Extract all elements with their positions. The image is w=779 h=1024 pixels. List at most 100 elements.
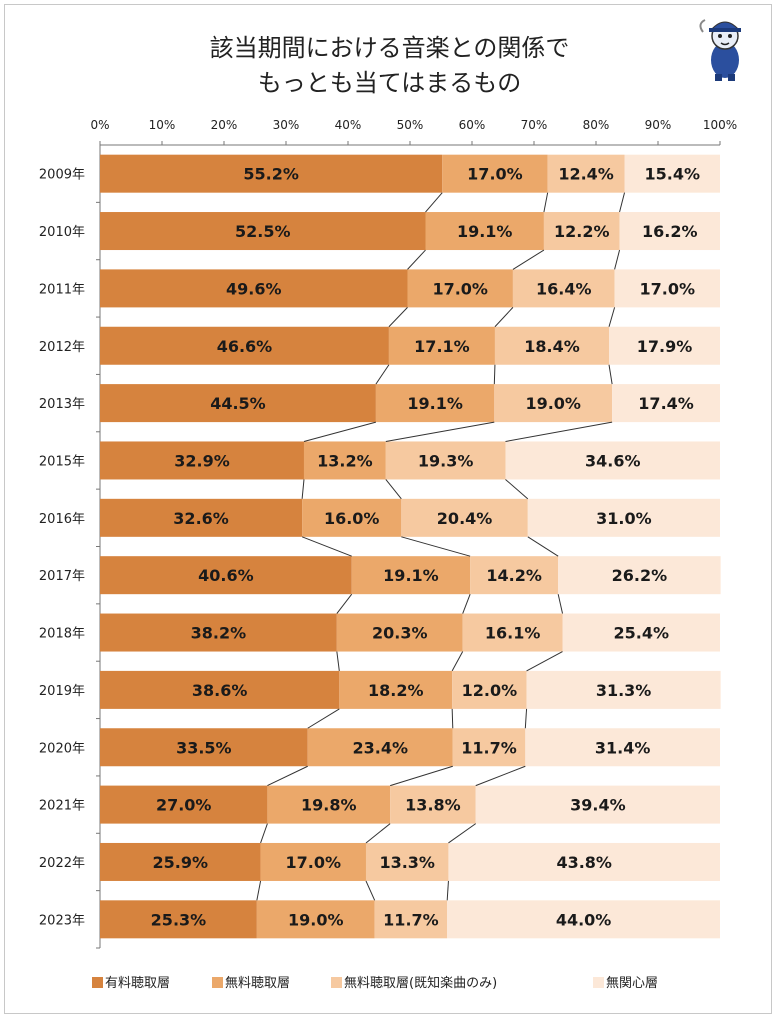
- bar-segment: [614, 269, 720, 308]
- bar-segment: [100, 384, 376, 423]
- data-label: 17.9%: [637, 337, 693, 356]
- bar-segment: [547, 154, 625, 193]
- bar-segment: [336, 613, 463, 652]
- bar-segment: [525, 728, 720, 767]
- data-label: 52.5%: [235, 222, 291, 241]
- data-label: 44.0%: [556, 910, 612, 929]
- series-line: [451, 651, 464, 672]
- data-label: 16.4%: [536, 279, 592, 298]
- x-tick-label: 90%: [645, 118, 672, 132]
- data-label: 34.6%: [585, 451, 641, 470]
- data-label: 11.7%: [383, 910, 439, 929]
- data-label: 49.6%: [226, 279, 282, 298]
- bar-segment: [388, 326, 495, 365]
- bar-segment: [448, 842, 720, 881]
- series-line: [425, 192, 443, 213]
- data-label: 15.4%: [645, 165, 701, 184]
- bar-segment: [375, 384, 495, 423]
- bar-segment: [100, 212, 426, 251]
- legend-label: 無料聴取層(既知楽曲のみ): [344, 976, 498, 991]
- data-label: 13.3%: [379, 853, 435, 872]
- series-line: [557, 594, 564, 614]
- bar-segment: [385, 441, 506, 480]
- series-line: [619, 192, 626, 213]
- bar-segment: [302, 498, 402, 537]
- legend-item: 無料聴取層(既知楽曲のみ): [331, 972, 497, 991]
- legend-label: 無関心層: [606, 976, 659, 991]
- bar-segment: [100, 556, 352, 595]
- bar-segment: [100, 613, 337, 652]
- legend-item: 有料聴取層: [92, 972, 170, 991]
- data-label: 16.2%: [642, 222, 698, 241]
- series-line: [267, 765, 308, 787]
- data-label: 19.0%: [288, 910, 344, 929]
- data-label: 19.0%: [525, 394, 581, 413]
- series-line: [256, 880, 262, 901]
- bar-segment: [543, 212, 620, 251]
- series-line: [608, 364, 613, 385]
- bar-segment: [505, 441, 720, 480]
- x-tick-label: 40%: [335, 118, 362, 132]
- bar-segment: [475, 785, 720, 824]
- chart-title-line-1: 該当期間における音楽との関係で: [209, 34, 570, 62]
- series-line: [365, 823, 391, 844]
- bar-segment: [612, 384, 720, 423]
- bar-segment: [609, 326, 720, 365]
- category-label: 2022年: [39, 856, 85, 871]
- bar-segment: [462, 613, 563, 652]
- bar-segment: [562, 613, 720, 652]
- bar-segment: [100, 498, 303, 537]
- x-tick-label: 100%: [703, 118, 737, 132]
- data-label: 20.4%: [437, 509, 493, 528]
- category-label: 2011年: [39, 282, 85, 297]
- chart-title-line-2: もっとも当てはまるもの: [257, 69, 522, 97]
- data-label: 23.4%: [352, 738, 408, 757]
- series-line: [390, 765, 453, 787]
- category-label: 2020年: [39, 741, 85, 756]
- data-label: 44.5%: [210, 394, 266, 413]
- series-line: [475, 765, 526, 787]
- data-label: 17.1%: [414, 337, 470, 356]
- series-line: [493, 364, 496, 385]
- data-label: 19.8%: [301, 796, 357, 815]
- data-label: 20.3%: [372, 624, 428, 643]
- bar-segment: [390, 785, 476, 824]
- data-label: 25.4%: [614, 624, 670, 643]
- bar-segment: [100, 842, 261, 881]
- category-label: 2019年: [39, 684, 85, 699]
- data-label: 55.2%: [243, 165, 299, 184]
- data-label: 17.0%: [467, 165, 523, 184]
- series-line: [451, 708, 454, 729]
- bar-segment: [100, 154, 443, 193]
- bar-segment: [100, 326, 389, 365]
- data-label: 32.6%: [173, 509, 229, 528]
- bar-segment: [619, 212, 720, 251]
- x-tick-label: 50%: [397, 118, 424, 132]
- series-line: [614, 249, 621, 270]
- data-label: 14.2%: [486, 566, 542, 585]
- bar-segment: [339, 670, 453, 709]
- data-label: 43.8%: [556, 853, 612, 872]
- series-line: [385, 421, 495, 442]
- data-label: 38.2%: [191, 624, 247, 643]
- series-line: [388, 307, 408, 328]
- bar-segment: [452, 670, 527, 709]
- data-label: 33.5%: [176, 738, 232, 757]
- category-label: 2015年: [39, 454, 85, 469]
- data-label: 16.0%: [324, 509, 380, 528]
- series-line: [526, 651, 563, 672]
- data-label: 39.4%: [570, 796, 626, 815]
- bar-segment: [452, 728, 526, 767]
- bar-segment: [494, 326, 610, 365]
- series-line: [446, 880, 449, 901]
- legend-label: 有料聴取層: [105, 976, 171, 991]
- data-label: 16.1%: [485, 624, 541, 643]
- bar-segment: [100, 441, 304, 480]
- category-label: 2010年: [39, 225, 85, 240]
- series-line: [512, 249, 545, 270]
- category-label: 2023年: [39, 913, 85, 928]
- series-line: [543, 192, 549, 213]
- x-tick-label: 10%: [149, 118, 176, 132]
- bar-segment: [374, 900, 448, 939]
- data-label: 19.1%: [383, 566, 439, 585]
